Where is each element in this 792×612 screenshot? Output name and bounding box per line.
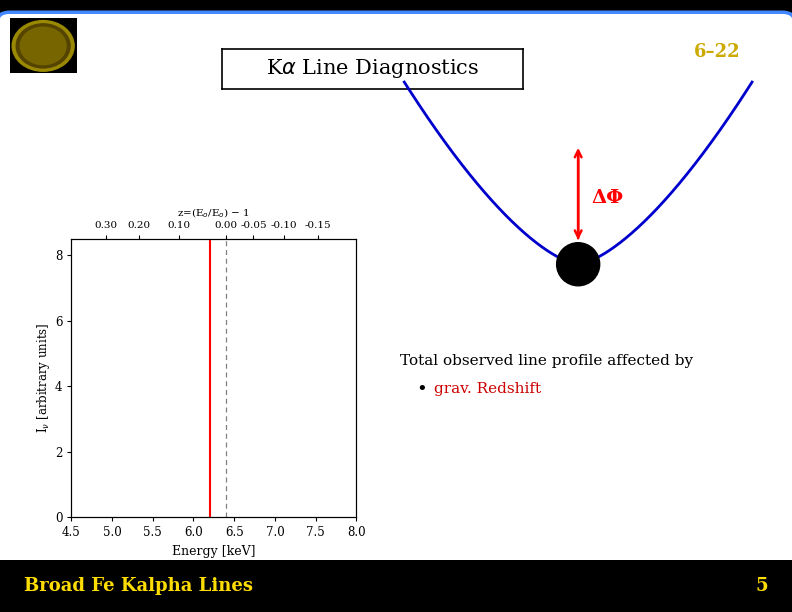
X-axis label: z=(E$_o$/E$_o$) $-$ 1: z=(E$_o$/E$_o$) $-$ 1: [177, 207, 250, 220]
Text: Broad Fe Kalpha Lines: Broad Fe Kalpha Lines: [24, 577, 253, 595]
Text: •: •: [416, 379, 427, 398]
Circle shape: [12, 21, 74, 71]
Text: 6–22: 6–22: [694, 43, 740, 61]
Text: 5: 5: [756, 577, 768, 595]
Circle shape: [21, 27, 66, 65]
Circle shape: [557, 243, 600, 286]
Text: K$\alpha$ Line Diagnostics: K$\alpha$ Line Diagnostics: [265, 58, 479, 80]
Text: grav. Redshift: grav. Redshift: [434, 382, 541, 395]
Text: Total observed line profile affected by: Total observed line profile affected by: [400, 354, 693, 368]
Y-axis label: I$_{\nu}$ [arbitrary units]: I$_{\nu}$ [arbitrary units]: [35, 323, 52, 433]
Text: ΔΦ: ΔΦ: [592, 189, 623, 207]
X-axis label: Energy [keV]: Energy [keV]: [172, 545, 256, 558]
Circle shape: [16, 24, 70, 68]
